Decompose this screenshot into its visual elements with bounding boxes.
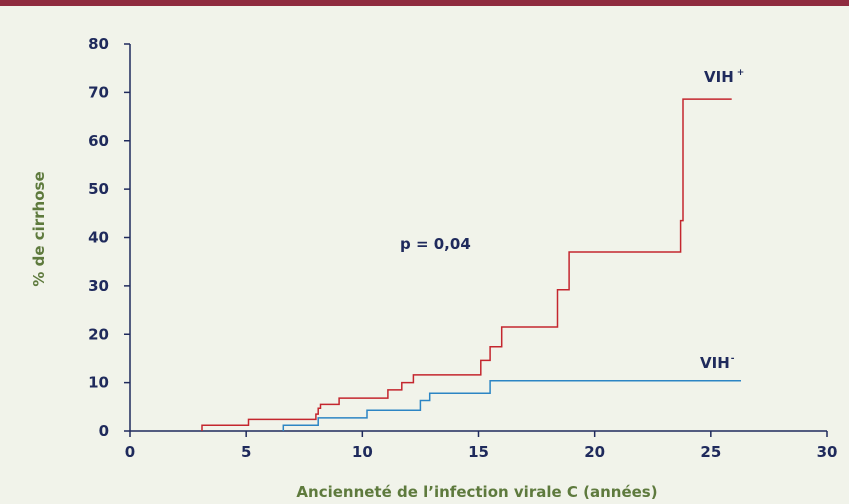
x-tick-label: 25 — [700, 443, 721, 461]
x-tick-label: 20 — [584, 443, 605, 461]
y-tick-label: 60 — [88, 132, 109, 150]
x-tick-label: 15 — [468, 443, 489, 461]
y-tick-label: 40 — [88, 229, 109, 247]
y-tick-label: 50 — [88, 180, 109, 198]
x-axis-ticks: 0 5 10 15 20 25 30 — [125, 431, 838, 461]
y-tick-label: 80 — [88, 35, 109, 53]
x-axis-title: Ancienneté de l’infection virale C (anné… — [296, 483, 657, 501]
y-tick-label: 10 — [88, 374, 109, 392]
y-axis-ticks: 0 10 20 30 40 50 60 70 80 — [88, 35, 130, 440]
top-border — [0, 0, 849, 6]
x-tick-label: 30 — [817, 443, 838, 461]
series-vih-positive-line — [201, 98, 732, 431]
series-layer — [201, 98, 741, 431]
series-label-vih-pos: VIH + — [704, 68, 744, 86]
x-tick-label: 10 — [352, 443, 373, 461]
y-tick-label: 0 — [99, 422, 109, 440]
y-tick-label: 30 — [88, 277, 109, 295]
series-label-vih-neg: VIH- — [700, 354, 735, 372]
x-tick-label: 0 — [125, 443, 135, 461]
y-axis-title: % de cirrhose — [30, 171, 48, 286]
series-vih-negative-line — [282, 379, 741, 431]
x-tick-label: 5 — [241, 443, 251, 461]
y-tick-label: 70 — [88, 83, 109, 101]
p-value-annotation: p = 0,04 — [400, 235, 471, 253]
axes — [129, 44, 827, 432]
y-tick-label: 20 — [88, 325, 109, 343]
